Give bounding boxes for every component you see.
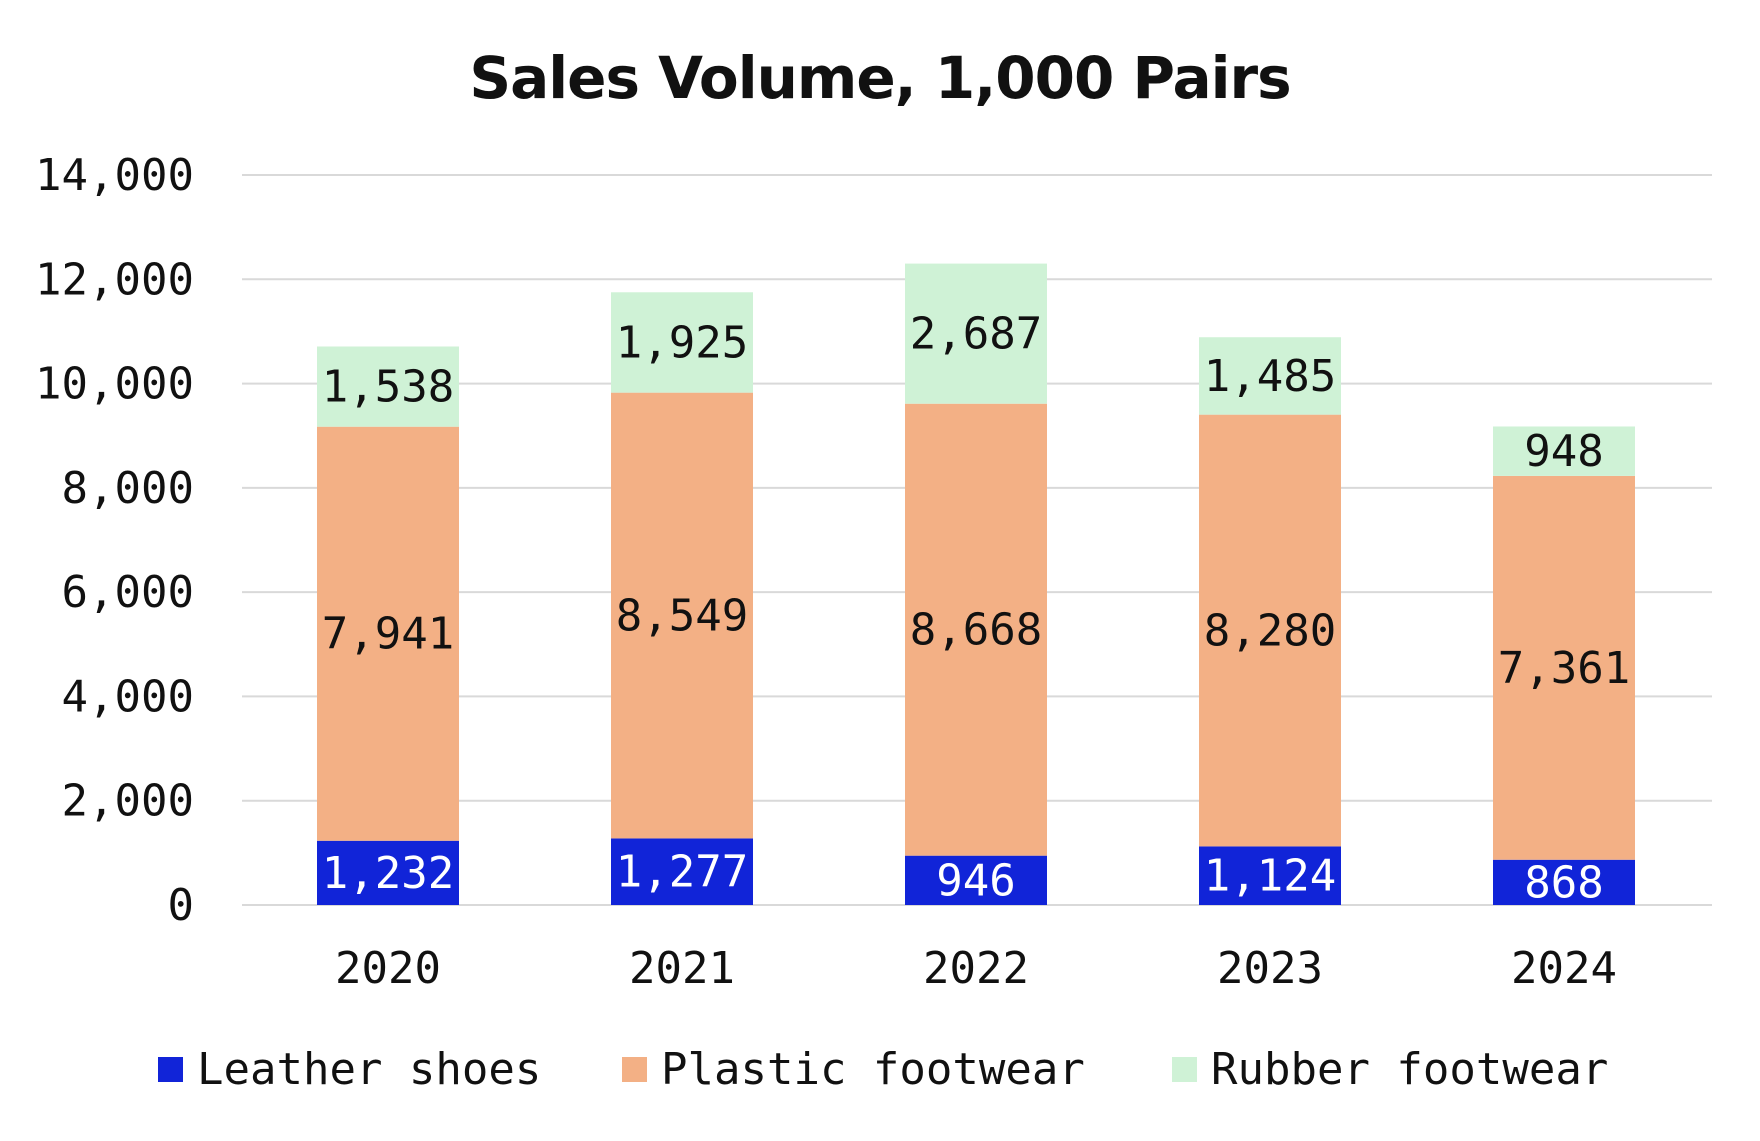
y-axis-ticks: 0 2,000 4,000 6,000 8,000 10,000 12,000 14,000 <box>35 150 194 931</box>
data-label-plastic-footwear-2021: 8,549 <box>616 591 748 642</box>
x-axis-categories: 2020 2021 2022 2023 2024 <box>335 943 1617 994</box>
data-label-plastic-footwear-2020: 7,941 <box>322 609 454 660</box>
bar-leather-shoes-2020 <box>317 840 459 905</box>
x-category-label-2021: 2021 <box>629 943 735 994</box>
legend-swatch-rubber-footwear <box>1172 1057 1197 1082</box>
data-label-rubber-footwear-2023: 1,485 <box>1204 351 1336 402</box>
bar-leather-shoes-2024 <box>1493 859 1635 905</box>
x-category-label-2024: 2024 <box>1511 943 1617 994</box>
legend: Leather shoes Plastic footwear Rubber foot… <box>158 1044 1608 1095</box>
data-label-plastic-footwear-2022: 8,668 <box>910 605 1042 656</box>
legend-label-leather-shoes: Leather shoes <box>197 1044 541 1095</box>
legend-swatch-plastic-footwear <box>622 1057 647 1082</box>
legend-label-rubber-footwear: Rubber footwear <box>1211 1044 1608 1095</box>
y-tick-label-3: 6,000 <box>62 567 194 618</box>
x-category-label-2020: 2020 <box>335 943 441 994</box>
bar-plastic-footwear-2021 <box>611 392 753 839</box>
y-tick-label-0: 0 <box>168 880 195 931</box>
bar-plastic-footwear-2020 <box>317 426 459 841</box>
data-label-leather-shoes-2022: 946 <box>936 855 1015 906</box>
bar-leather-shoes-2021 <box>611 838 753 905</box>
bar-plastic-footwear-2022 <box>905 403 1047 856</box>
bars <box>317 263 1635 905</box>
y-tick-label-5: 10,000 <box>35 359 194 410</box>
bar-rubber-footwear-2022 <box>905 263 1047 404</box>
bar-rubber-footwear-2020 <box>317 346 459 427</box>
data-label-rubber-footwear-2021: 1,925 <box>616 317 748 368</box>
bar-rubber-footwear-2021 <box>611 292 753 393</box>
y-tick-label-7: 14,000 <box>35 150 194 201</box>
y-tick-label-1: 2,000 <box>62 776 194 827</box>
data-label-leather-shoes-2021: 1,277 <box>616 847 748 898</box>
data-label-plastic-footwear-2023: 8,280 <box>1204 606 1336 657</box>
legend-swatch-leather-shoes <box>158 1057 183 1082</box>
legend-label-plastic-footwear: Plastic footwear <box>661 1044 1085 1095</box>
data-label-rubber-footwear-2020: 1,538 <box>322 362 454 413</box>
y-tick-label-6: 12,000 <box>35 254 194 305</box>
data-labels: 1,232 7,941 1,538 1,277 8,549 1,925 946 8,668 2,… <box>322 309 1630 909</box>
bar-rubber-footwear-2023 <box>1199 337 1341 415</box>
data-label-plastic-footwear-2024: 7,361 <box>1498 643 1630 694</box>
bar-plastic-footwear-2023 <box>1199 414 1341 847</box>
data-label-leather-shoes-2020: 1,232 <box>322 848 454 899</box>
bar-leather-shoes-2022 <box>905 855 1047 905</box>
chart-title: Sales Volume, 1,000 Pairs <box>469 44 1290 112</box>
y-tick-label-4: 8,000 <box>62 463 194 514</box>
bar-rubber-footwear-2024 <box>1493 426 1635 476</box>
x-category-label-2023: 2023 <box>1217 943 1323 994</box>
data-label-rubber-footwear-2022: 2,687 <box>910 309 1042 360</box>
data-label-leather-shoes-2023: 1,124 <box>1204 851 1336 902</box>
bar-plastic-footwear-2024 <box>1493 475 1635 860</box>
data-label-rubber-footwear-2024: 948 <box>1524 426 1603 477</box>
x-category-label-2022: 2022 <box>923 943 1029 994</box>
bar-leather-shoes-2023 <box>1199 846 1341 905</box>
y-tick-label-2: 4,000 <box>62 671 194 722</box>
data-label-leather-shoes-2024: 868 <box>1524 857 1603 908</box>
